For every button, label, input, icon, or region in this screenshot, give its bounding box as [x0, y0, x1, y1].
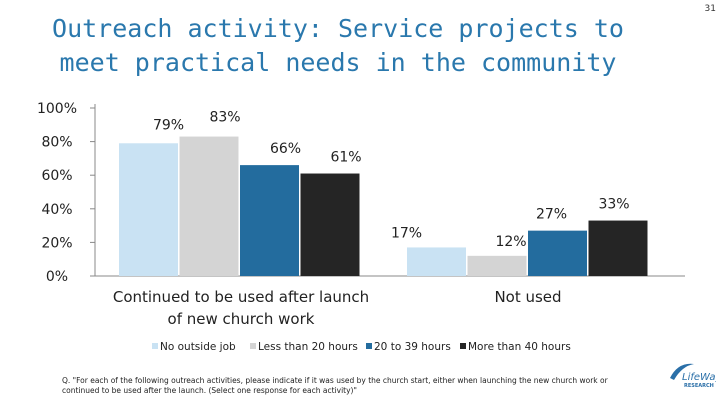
page-number: 31: [704, 4, 716, 14]
title-line-2: meet practical needs in the community: [59, 48, 617, 77]
bar: [240, 165, 299, 276]
lifeway-research-logo: LifeWay RESEARCH: [670, 363, 716, 389]
data-label: 12%: [495, 234, 526, 250]
bar: [467, 255, 527, 276]
bar: [407, 247, 466, 276]
data-label: 79%: [153, 117, 184, 133]
logo-subword: RESEARCH: [684, 383, 714, 389]
data-label: 17%: [391, 225, 422, 241]
category-label: Not used: [494, 288, 561, 306]
logo-wordmark: LifeWay: [682, 372, 716, 383]
bar: [300, 173, 360, 276]
chart-title: Outreach activity: Service projects to m…: [28, 12, 648, 80]
data-label: 66%: [270, 141, 301, 157]
y-tick-label: 0%: [46, 269, 68, 285]
y-tick-label: 20%: [41, 235, 72, 251]
data-label: 83%: [209, 110, 240, 126]
title-line-1: Outreach activity: Service projects to: [52, 14, 624, 43]
data-label: 27%: [536, 207, 567, 223]
legend-label: Less than 20 hours: [258, 341, 358, 353]
data-label: 61%: [330, 150, 361, 166]
legend-label: 20 to 39 hours: [374, 341, 451, 353]
category-label: of new church work: [168, 310, 315, 328]
legend-swatch: [366, 343, 372, 349]
y-tick-label: 100%: [37, 101, 77, 117]
y-tick-label: 60%: [41, 168, 72, 184]
bar: [119, 143, 178, 276]
category-label: Continued to be used after launch: [113, 288, 369, 306]
legend-label: More than 40 hours: [468, 341, 571, 353]
legend-swatch: [250, 343, 256, 349]
footnote: Q. "For each of the following outreach a…: [62, 376, 608, 395]
legend-swatch: [152, 343, 158, 349]
legend-label: No outside job: [160, 341, 236, 353]
bar: [528, 230, 587, 276]
bar: [179, 136, 239, 276]
data-label: 33%: [598, 197, 629, 213]
y-tick-label: 40%: [41, 202, 72, 218]
legend-swatch: [460, 343, 466, 349]
logo-swoosh-icon: [670, 363, 694, 380]
y-tick-label: 80%: [41, 135, 72, 151]
bar: [588, 220, 648, 276]
